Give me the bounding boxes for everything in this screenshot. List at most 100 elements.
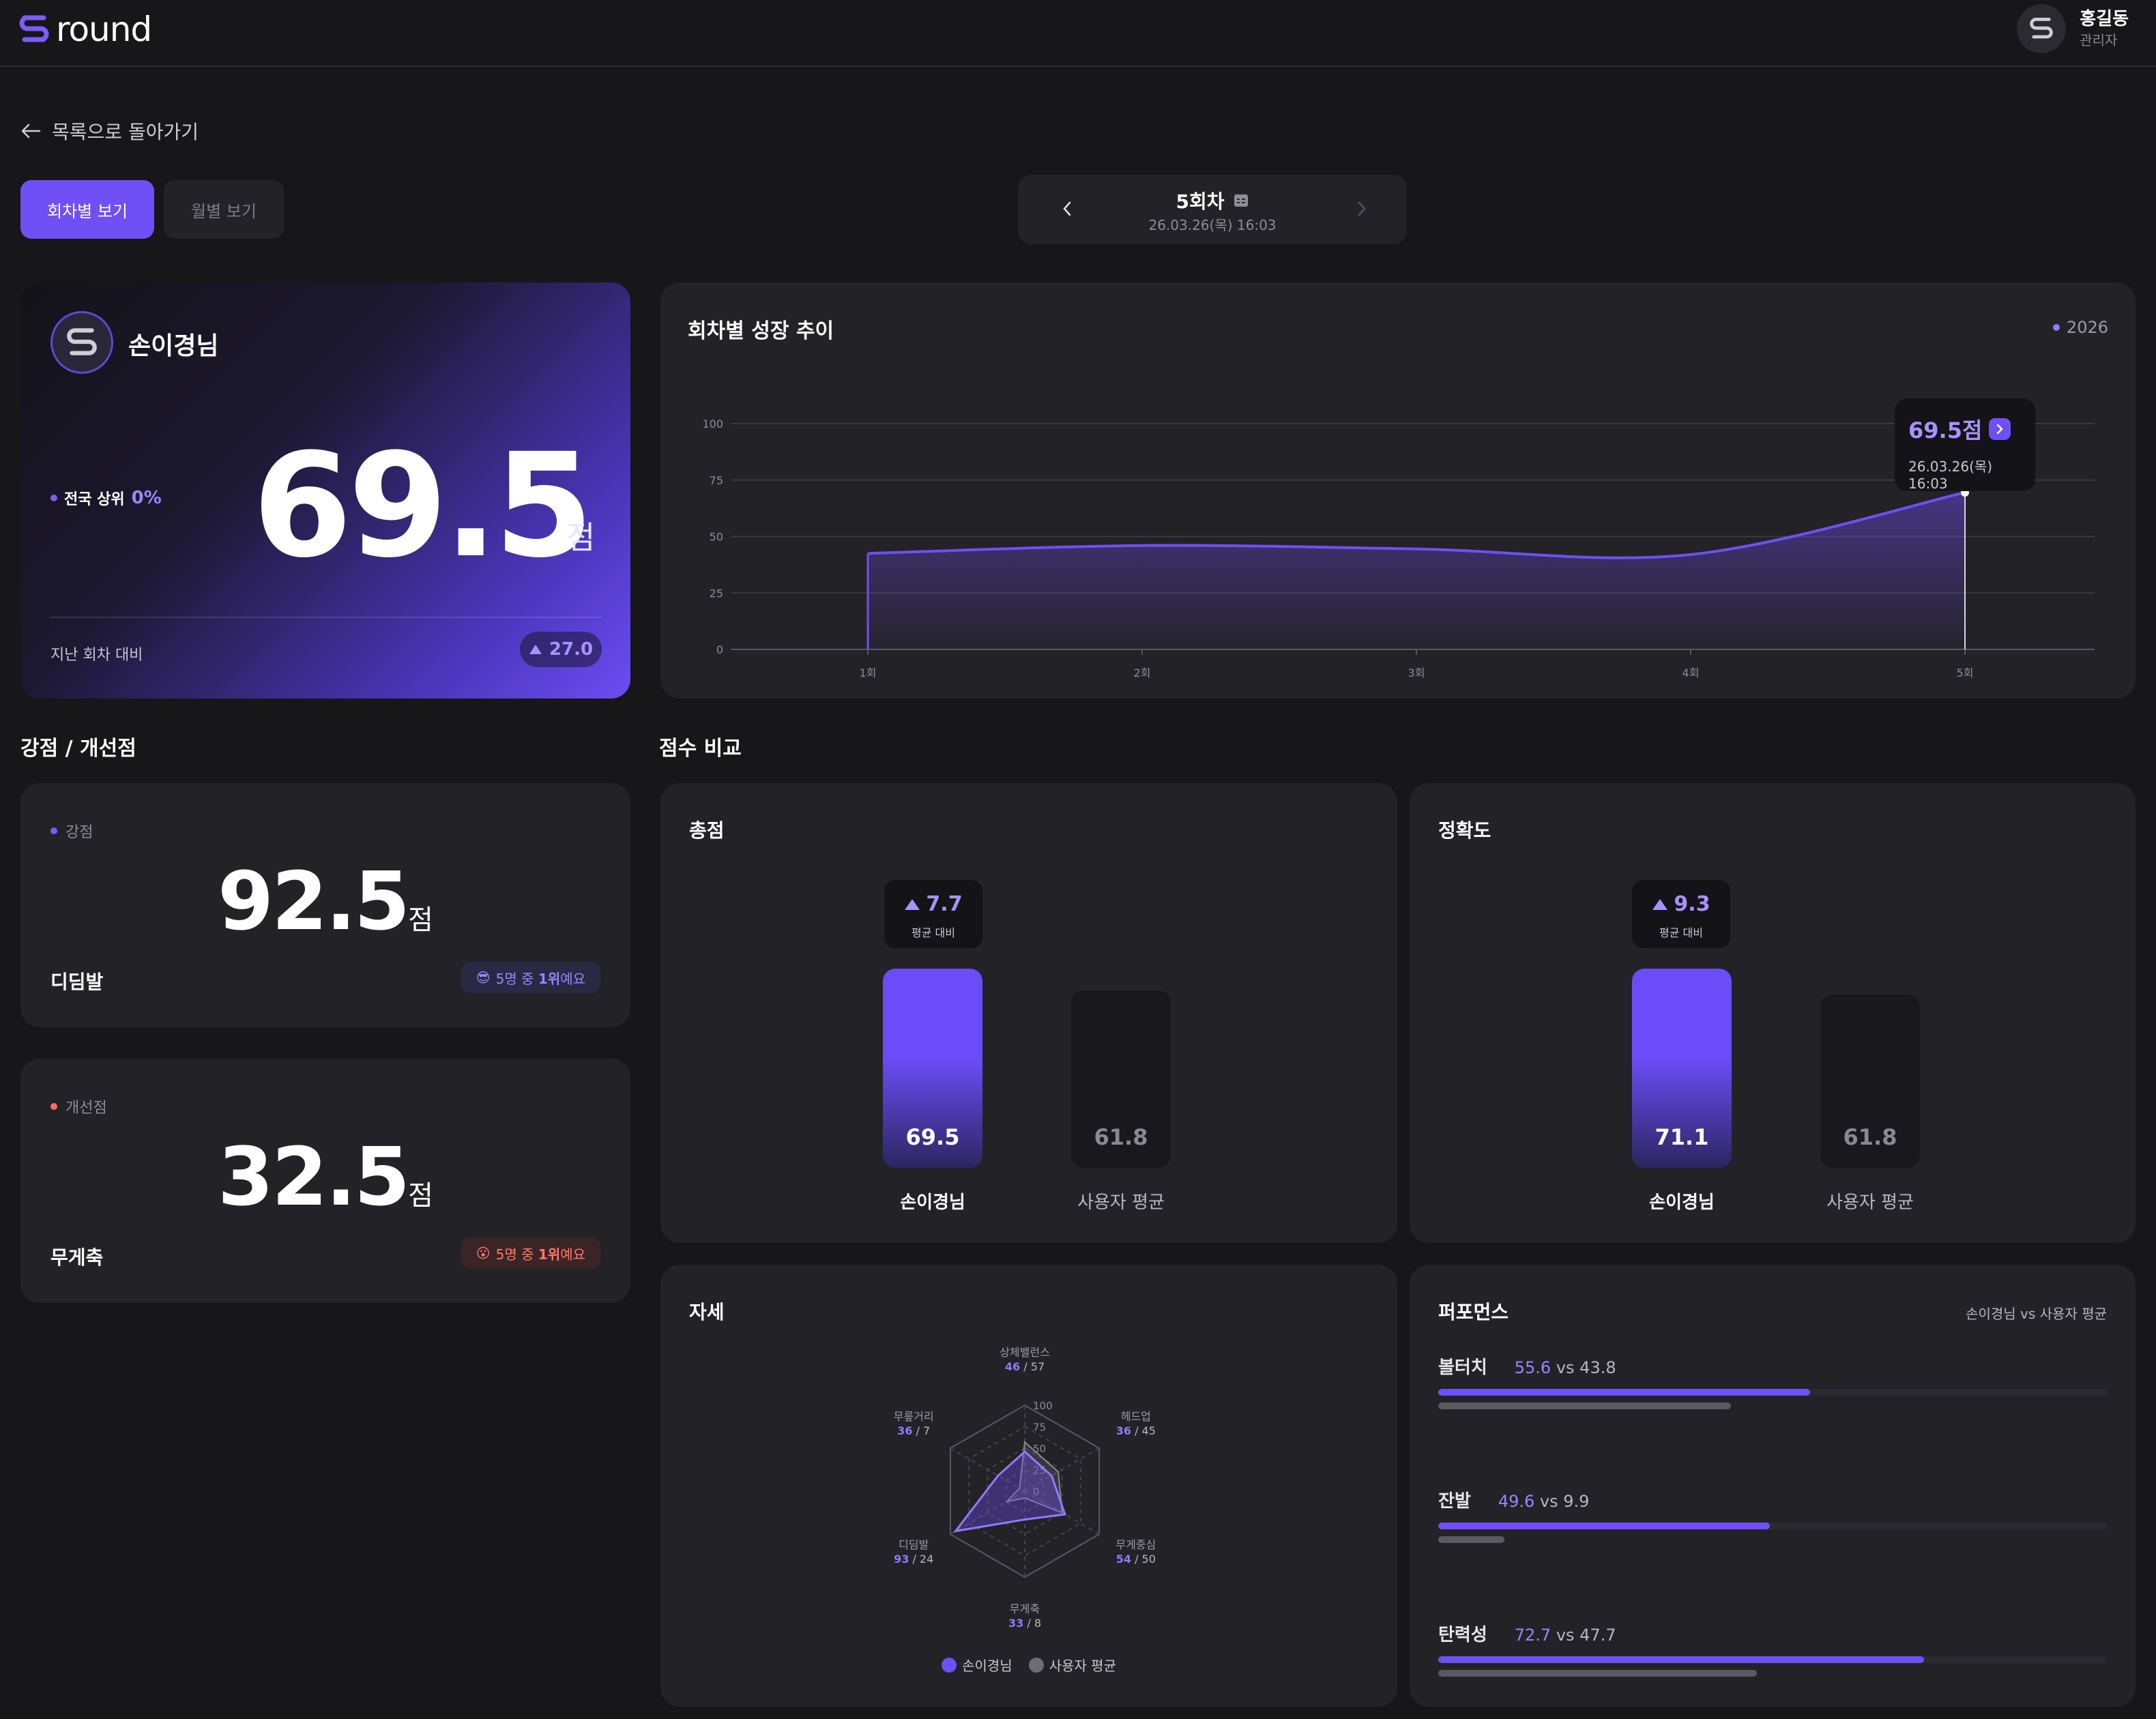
- accuracy-mine-bar: 71.1: [1632, 969, 1732, 1168]
- player-name: 손이경님: [128, 332, 219, 360]
- user-menu[interactable]: 홍길동 관리자: [2017, 4, 2129, 53]
- performance-row: 탄력성 72.7 vs 47.7: [1438, 1621, 1616, 1646]
- radar-axis-values: 46 / 57: [1004, 1360, 1045, 1373]
- tooltip-score: 69.5점: [1908, 417, 1983, 443]
- trend-chart: 100 75 50 25 0 1회 2회 3회 4회 5회: [702, 417, 2095, 679]
- weakness-label-row: 개선점: [50, 1096, 107, 1117]
- round-title[interactable]: 5회차: [1018, 187, 1407, 214]
- prev-round-button[interactable]: [1053, 195, 1081, 222]
- strength-rank-badge: 😎 5명 중 1위예요: [461, 962, 600, 993]
- strength-badge-pre: 5명 중: [495, 970, 538, 987]
- radar-ring: [1005, 1469, 1045, 1514]
- total-delta-tooltip: 7.7 평균 대비: [884, 880, 982, 948]
- compare-label: 지난 회차 대비: [50, 647, 143, 664]
- x-tick-label: 1회: [860, 666, 877, 679]
- performance-row: 볼터치 55.6 vs 43.8: [1438, 1353, 1616, 1379]
- legend-dot: [2052, 324, 2060, 331]
- performance-mine-bar: [1438, 1389, 1810, 1396]
- weakness-score-unit: 점: [408, 1180, 433, 1211]
- performance-avg-bar: [1438, 1670, 1758, 1677]
- radar-spoke: [950, 1490, 1025, 1535]
- weakness-dot: [50, 1103, 57, 1110]
- weakness-label: 개선점: [65, 1100, 107, 1117]
- x-tick-label: 3회: [1408, 666, 1425, 679]
- trend-line: [867, 491, 1966, 559]
- total-delta: 7.7: [926, 892, 963, 916]
- total-delta-row: 7.7: [884, 892, 982, 916]
- weakness-badge-post: 예요: [560, 1246, 585, 1263]
- x-tick-label: 2회: [1134, 666, 1151, 679]
- performance-subtitle: 손이경님 vs 사용자 평균: [1966, 1306, 2107, 1322]
- accuracy-card: 정확도 9.3 평균 대비 71.1 61.8 손이경님 사용자 평균: [1410, 783, 2136, 1243]
- total-title: 총점: [689, 819, 725, 842]
- weakness-badge-rank: 1위: [538, 1246, 561, 1263]
- user-avatar[interactable]: [2017, 4, 2067, 53]
- performance-row: 잔발 49.6 vs 9.9: [1438, 1487, 1589, 1512]
- performance-row-label: 잔발: [1438, 1491, 1471, 1512]
- round-date: 26.03.26(목) 16:03: [1148, 217, 1277, 233]
- avatar: [50, 311, 113, 374]
- x-tick-label: 4회: [1682, 666, 1700, 679]
- user-name: 홍길동: [2080, 9, 2129, 29]
- performance-avg-bar: [1438, 1536, 1505, 1543]
- radar-axis-label: 무게중심 54 / 50: [1095, 1538, 1177, 1566]
- strength-section-title: 강점 / 개선점: [20, 737, 136, 761]
- performance-row-label: 탄력성: [1438, 1625, 1487, 1645]
- radar-axis-values: 36 / 7: [897, 1424, 931, 1437]
- triangle-up-icon: [529, 645, 542, 654]
- back-link[interactable]: 목록으로 돌아가기: [20, 117, 199, 145]
- weakness-score-value: 32.5: [218, 1130, 410, 1224]
- calendar-icon: [1234, 194, 1248, 207]
- delta-value: 27.0: [549, 639, 594, 660]
- accuracy-avg-value: 61.8: [1843, 1124, 1897, 1150]
- total-avg-label: 사용자 평균: [1077, 1192, 1165, 1213]
- strength-badge-rank: 1위: [538, 970, 561, 987]
- brand-logo[interactable]: round: [19, 10, 152, 49]
- accuracy-mine-value: 71.1: [1655, 1124, 1709, 1150]
- radar-ring: [968, 1426, 1081, 1557]
- accuracy-mine-label: 손이경님: [1649, 1192, 1715, 1213]
- legend-avg: 사용자 평균: [1028, 1655, 1116, 1675]
- trend-tooltip: 69.5점 26.03.26(목) 16:03: [1895, 398, 2035, 492]
- accuracy-avg-bar: 61.8: [1820, 995, 1920, 1168]
- posture-title: 자세: [689, 1301, 725, 1323]
- triangle-up-icon: [905, 898, 920, 910]
- next-round-button[interactable]: [1348, 195, 1375, 222]
- tab-by-round[interactable]: 회차별 보기: [20, 180, 154, 239]
- weakness-name: 무게축: [50, 1246, 104, 1269]
- radar-axis-name: 무게중심: [1116, 1538, 1156, 1551]
- strength-dot: [50, 827, 57, 834]
- cool-face-icon: 😎: [476, 969, 491, 986]
- y-tick-label: 100: [702, 417, 723, 430]
- strength-badge-post: 예요: [560, 970, 585, 987]
- total-mine-value: 69.5: [905, 1124, 960, 1150]
- radar-axis-name: 디딤발: [899, 1538, 929, 1551]
- performance-row-label: 볼터치: [1438, 1357, 1487, 1378]
- comparison-section-title: 점수 비교: [659, 737, 742, 761]
- arrow-left-icon: [21, 123, 41, 138]
- radar-legend: 손이경님 사용자 평균: [942, 1655, 1116, 1675]
- radar-axis-values: 36 / 45: [1116, 1424, 1156, 1437]
- radar-axis-values: 33 / 8: [1008, 1617, 1041, 1630]
- radar-tick-label: 100: [1033, 1400, 1053, 1412]
- performance-row-values: 72.7 vs 47.7: [1514, 1626, 1616, 1645]
- total-mine-label: 손이경님: [900, 1192, 965, 1213]
- chevron-right-icon: [1997, 424, 2004, 435]
- radar-mine-shape: [953, 1450, 1066, 1533]
- score-hero-card: 손이경님 전국 상위 0% 69.5 점 지난 회차 대비 27.0: [20, 282, 630, 699]
- strength-score-unit: 점: [408, 905, 433, 936]
- performance-row-values: 55.6 vs 43.8: [1514, 1358, 1616, 1377]
- total-avg-value: 61.8: [1094, 1124, 1148, 1150]
- growth-trend-card: 회차별 성장 추이 2026 100 75 50 25 0 1회 2회 3회 4회 5회 69.5…: [660, 282, 2136, 699]
- y-tick-label: 75: [710, 474, 723, 487]
- legend-mine: 손이경님: [942, 1655, 1013, 1675]
- tab-by-month[interactable]: 월별 보기: [164, 180, 284, 239]
- rank-dot: [50, 495, 57, 501]
- trend-title: 회차별 성장 추이: [688, 319, 834, 343]
- x-tick-label: 5회: [1957, 666, 1974, 679]
- radar-axis-values: 54 / 50: [1116, 1553, 1156, 1566]
- radar-avg-shape: [1004, 1441, 1063, 1514]
- tooltip-detail-button[interactable]: [1989, 417, 2011, 440]
- radar-axis-label: 디딤발 93 / 24: [873, 1538, 955, 1566]
- performance-title: 퍼포먼스: [1438, 1301, 1509, 1323]
